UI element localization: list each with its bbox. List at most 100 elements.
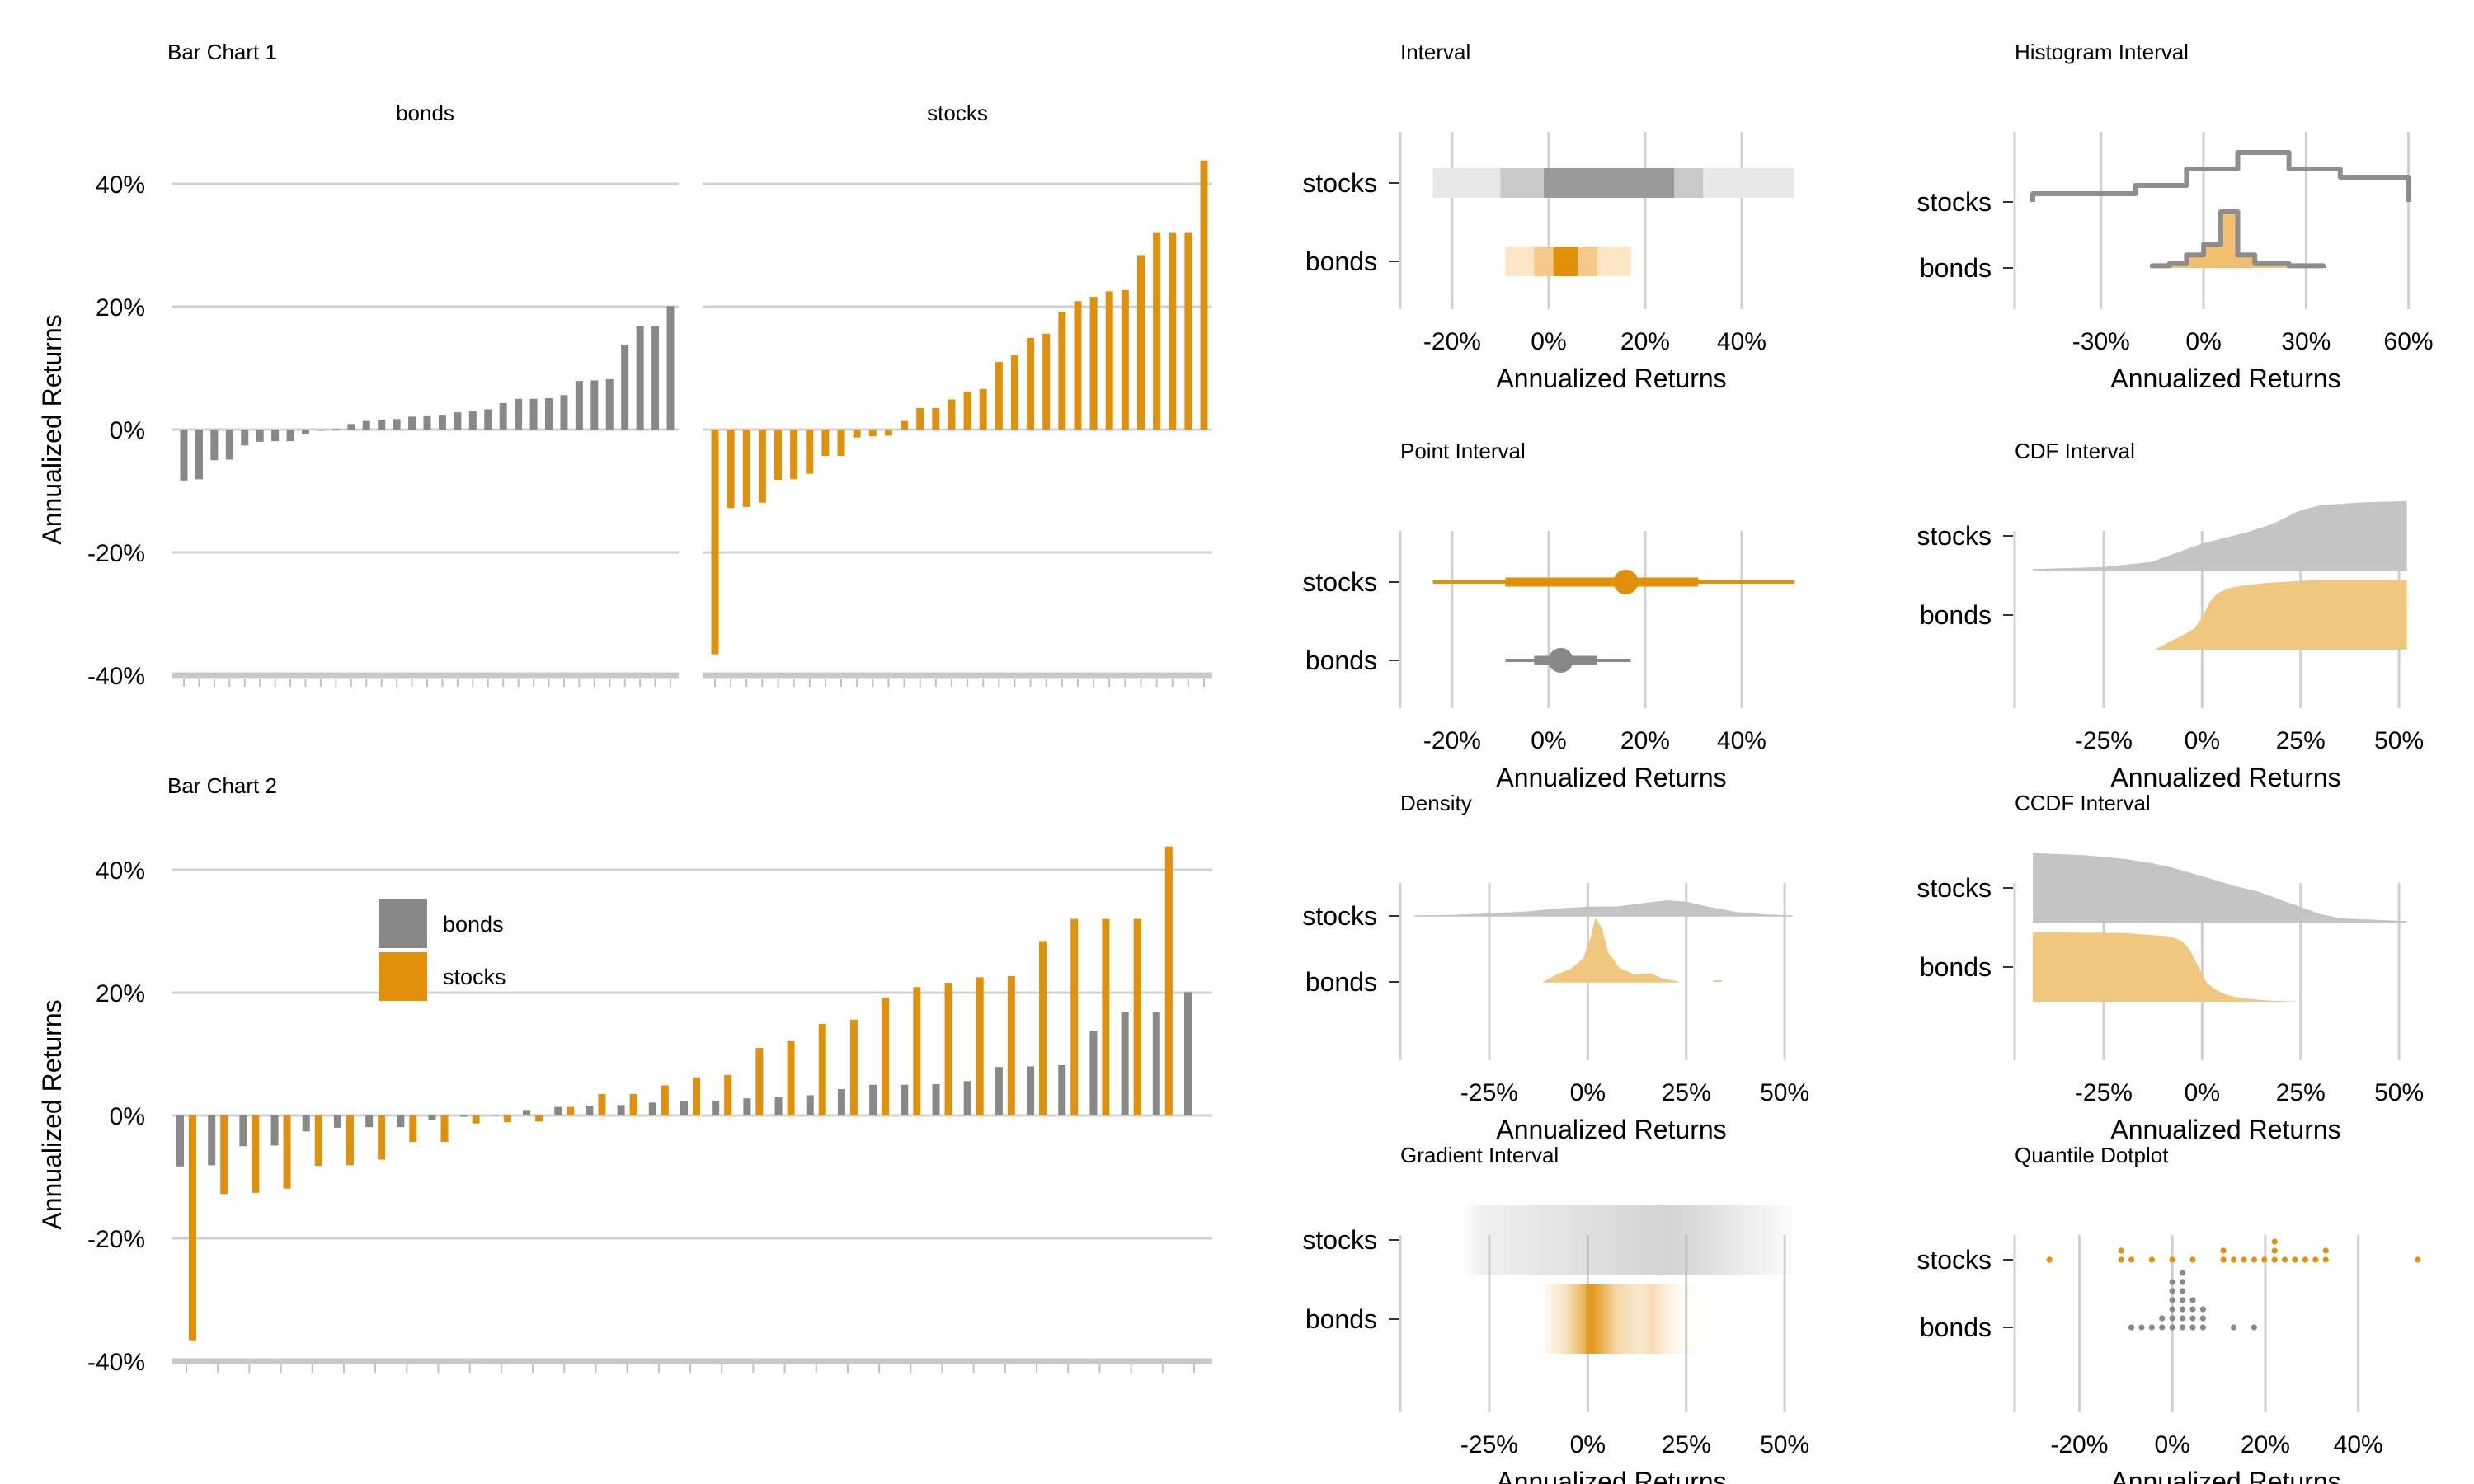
bar xyxy=(821,430,830,457)
bar xyxy=(932,407,940,430)
dot xyxy=(2118,1256,2124,1263)
bar xyxy=(868,430,877,437)
x-tick-label: 40% xyxy=(1717,727,1766,754)
bar xyxy=(1089,297,1098,430)
bar xyxy=(806,430,814,474)
bar xyxy=(1152,1012,1160,1115)
x-tick-label: 25% xyxy=(2276,1079,2326,1106)
dot xyxy=(2251,1324,2257,1331)
category-label: stocks xyxy=(1302,1225,1377,1255)
ccdf-area xyxy=(2033,932,2301,1002)
dot xyxy=(2261,1256,2268,1263)
x-tick-label: 40% xyxy=(1717,328,1766,355)
x-tick-label: -30% xyxy=(2072,328,2130,355)
cdf-area xyxy=(2155,580,2407,650)
bar xyxy=(459,1115,468,1117)
category-label: bonds xyxy=(1305,247,1377,276)
x-tick-label: -20% xyxy=(1423,328,1481,355)
bar xyxy=(302,430,309,434)
x-tick-label: 50% xyxy=(2374,727,2424,754)
bar xyxy=(586,1106,594,1115)
bar xyxy=(408,416,416,430)
y-tick-label: -40% xyxy=(87,1349,145,1376)
bar xyxy=(409,1115,417,1143)
interval-band xyxy=(1544,168,1675,198)
dot xyxy=(2189,1315,2196,1322)
bar xyxy=(286,430,294,442)
bar-chart-2: Bar Chart 2 40% 20% 0% -20% -40% Annualized Re… xyxy=(37,773,1212,1376)
x-tick-label: -20% xyxy=(2050,1431,2108,1458)
x-tick-label: 40% xyxy=(2334,1431,2383,1458)
bar xyxy=(545,398,553,430)
bar xyxy=(837,430,845,457)
bar xyxy=(535,1115,543,1122)
facet-strip-label: bonds xyxy=(396,101,454,125)
bar xyxy=(1042,333,1051,430)
density-area xyxy=(1541,918,1679,983)
bar xyxy=(849,1019,858,1115)
bar xyxy=(393,419,401,430)
dot xyxy=(2046,1256,2053,1263)
x-tick-label: 0% xyxy=(1531,328,1566,355)
bar xyxy=(944,983,952,1115)
bar xyxy=(1074,301,1082,430)
bar xyxy=(617,1105,625,1115)
bar xyxy=(362,420,370,430)
y-tick-label: -20% xyxy=(87,540,145,567)
legend-key xyxy=(379,899,427,948)
category-label: bonds xyxy=(1920,600,1992,630)
panel-interval: Interval -20% 0% 20% 40% Annualized Returns st… xyxy=(1302,40,1795,393)
bar xyxy=(332,429,340,430)
dot xyxy=(2189,1256,2196,1263)
panel-title: CCDF Interval xyxy=(2015,791,2151,815)
dot xyxy=(2159,1315,2166,1322)
bar xyxy=(346,1115,354,1166)
bar xyxy=(995,1067,1003,1115)
x-tick-label: 25% xyxy=(1662,1431,1711,1458)
category-label: stocks xyxy=(1917,873,1992,903)
x-tick-label: 20% xyxy=(1620,727,1670,754)
bar xyxy=(590,380,599,430)
bar xyxy=(454,412,462,430)
x-tick-label: 50% xyxy=(2374,1079,2424,1106)
y-tick-label: 0% xyxy=(110,1103,145,1130)
dot xyxy=(2282,1256,2288,1263)
dot xyxy=(2169,1324,2175,1331)
bar xyxy=(225,430,233,460)
bar xyxy=(438,415,446,430)
bar xyxy=(1089,1031,1098,1115)
dot xyxy=(2179,1306,2186,1313)
panel-title: Interval xyxy=(1400,40,1470,64)
panel-title: Histogram Interval xyxy=(2015,40,2189,64)
bar xyxy=(755,1048,764,1115)
dot xyxy=(2189,1306,2196,1313)
bar xyxy=(1121,289,1129,430)
bar xyxy=(378,420,386,430)
dot xyxy=(2271,1247,2278,1254)
bar xyxy=(913,987,921,1115)
bar xyxy=(648,1102,656,1115)
facet-stocks: stocks xyxy=(703,101,1212,687)
bar xyxy=(818,1023,826,1115)
x-tick-label: -25% xyxy=(1460,1079,1518,1106)
gradient-band xyxy=(1544,1284,1718,1354)
category-label: stocks xyxy=(1302,567,1377,597)
bar xyxy=(1153,232,1161,430)
panel-title: Point Interval xyxy=(1400,439,1526,463)
x-tick-label: 0% xyxy=(2185,328,2221,355)
dot xyxy=(2230,1256,2237,1263)
panel-dotplot: Quantile Dotplot -20% 0% 20% 40% Annualized R… xyxy=(1917,1143,2421,1484)
category-label: stocks xyxy=(1302,168,1377,198)
category-label: bonds xyxy=(1920,1313,1992,1342)
bar xyxy=(636,326,644,430)
histogram-outline xyxy=(2149,209,2326,269)
x-tick-label: 0% xyxy=(2154,1431,2189,1458)
bar xyxy=(1121,1012,1129,1115)
density-area xyxy=(1414,900,1793,917)
dot xyxy=(2179,1270,2186,1276)
bar xyxy=(901,420,909,430)
dot xyxy=(2169,1315,2175,1322)
bar xyxy=(239,1115,247,1147)
bar xyxy=(963,1081,971,1115)
